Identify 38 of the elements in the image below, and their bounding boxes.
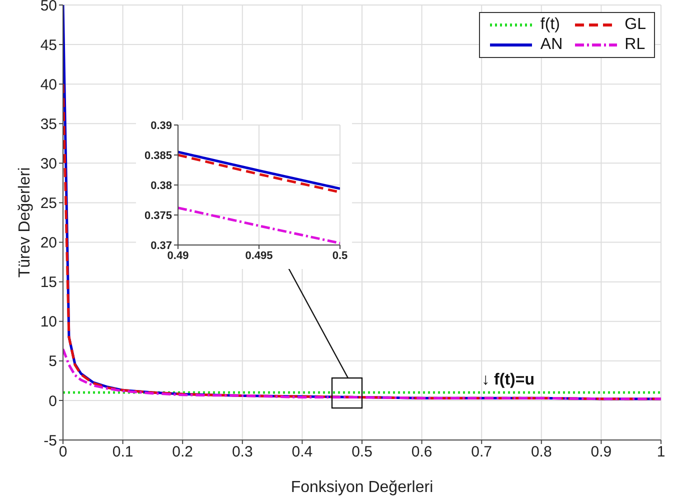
x-tick-label: 0.5 [332,250,348,262]
x-tick-label: 1 [656,444,666,461]
y-tick-label: 40 [40,76,57,94]
x-tick-label: 0.2 [172,444,194,461]
x-tick-label: 0.6 [411,444,432,461]
y-tick-label: 0.375 [144,210,172,222]
y-tick-label: 10 [40,314,57,331]
x-tick-label: 0.49 [167,250,189,262]
y-tick-label: 0.39 [150,120,172,132]
x-tick-label: 0.5 [352,444,372,461]
y-tick-label: 0.38 [150,180,172,192]
x-tick-label: 0.8 [530,444,552,461]
legend-label: f(t) [540,16,560,34]
y-tick-label: -5 [44,432,57,450]
x-tick-label: 0.495 [245,250,273,262]
x-tick-label: 0.1 [112,444,134,461]
legend-label: GL [624,16,646,34]
y-tick-label: 5 [48,353,57,370]
x-tick-label: 0.4 [292,444,313,461]
x-tick-label: 0.7 [471,444,492,461]
y-tick-label: 25 [40,195,57,212]
y-tick-label: 45 [40,36,57,54]
y-tick-label: 0.385 [144,150,172,162]
y-tick-label: 0 [48,392,57,410]
y-tick-label: 50 [40,0,57,14]
x-tick-label: 0.3 [232,444,253,461]
y-tick-label: 35 [40,116,57,133]
y-tick-label: 20 [40,234,57,252]
legend-label: RL [624,36,646,54]
y-tick-label: 0.37 [150,240,172,252]
x-axis-title: Fonksiyon Değerleri [290,479,434,496]
annotation: ↓ f(t)=u [482,372,534,389]
x-tick-label: 0.9 [590,444,612,461]
y-tick-label: 30 [40,156,57,173]
line-series [63,348,661,400]
legend-label: AN [540,36,563,54]
y-axis-title: Türev Değerleri [16,167,34,278]
y-tick-label: 15 [40,274,57,292]
